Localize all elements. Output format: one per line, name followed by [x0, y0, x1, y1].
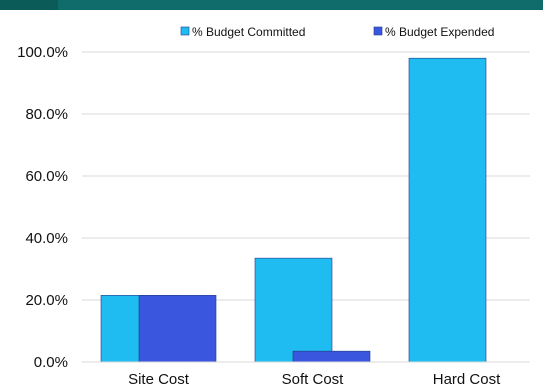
bar-committed-soft-cost [254, 257, 333, 363]
x-axis: Site Cost Soft Cost Hard Cost [82, 361, 530, 388]
legend-swatch-expended [373, 26, 383, 36]
header-band-tab [0, 0, 58, 10]
x-category-label: Soft Cost [282, 371, 345, 388]
y-axis: 0.0% 20.0% 40.0% 60.0% 80.0% 100.0% [17, 44, 68, 371]
x-category-label: Site Cost [128, 371, 190, 388]
y-tick-label: 0.0% [34, 354, 68, 371]
legend: % Budget Committed % Budget Expended [180, 25, 494, 39]
x-category-label: Hard Cost [433, 371, 501, 388]
bar-committed-hard-cost [408, 57, 487, 363]
y-tick-label: 40.0% [25, 230, 68, 247]
y-tick-label: 100.0% [17, 44, 68, 61]
bar-expended-soft-cost [292, 350, 371, 363]
legend-swatch-committed [180, 26, 190, 36]
y-tick-label: 60.0% [25, 168, 68, 185]
legend-label-committed: % Budget Committed [192, 25, 305, 39]
y-tick-label: 80.0% [25, 106, 68, 123]
header-band [0, 0, 543, 10]
bars-layer [100, 57, 487, 363]
bar-expended-site-cost [138, 295, 217, 363]
legend-label-expended: % Budget Expended [385, 25, 494, 39]
y-tick-label: 20.0% [25, 292, 68, 309]
